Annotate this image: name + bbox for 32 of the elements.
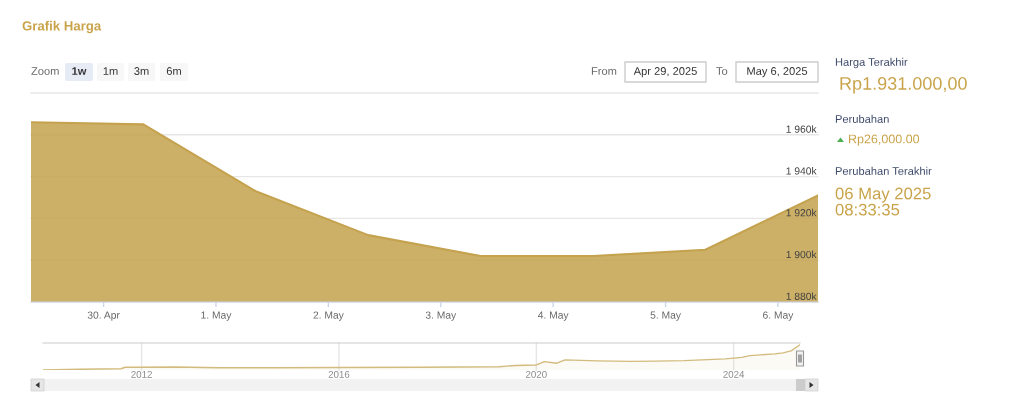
text: Perubahan <box>835 114 889 123</box>
y-tick-label: 1 880k <box>786 292 817 300</box>
chart-title: Grafik Harga <box>22 20 102 34</box>
y-tick-label: 1 900k <box>786 250 817 259</box>
text: Zoom <box>31 67 59 75</box>
text: Harga Terakhir <box>835 57 908 69</box>
x-tick-label: 4. May <box>537 311 569 321</box>
y-tick-label: 1 920k <box>786 208 817 217</box>
text: 1m <box>103 67 118 75</box>
y-tick-label: 1 940k <box>786 167 817 175</box>
x-tick-label: 2020 <box>525 370 547 378</box>
text: May 6, 2025 <box>747 67 808 78</box>
y-tick-label: 1 960k <box>786 125 817 133</box>
text: Rp1.931.000,00 <box>840 77 967 94</box>
x-tick-label: 30. Apr <box>87 311 120 321</box>
text: 06 May 2025 08:33:35 <box>835 187 931 216</box>
text: 6m <box>166 67 181 75</box>
text: From <box>591 67 617 75</box>
text: 3m <box>134 67 149 75</box>
x-tick-label: 3. May <box>425 311 457 321</box>
text: 1w <box>72 67 87 75</box>
text: Rp26,000.00 <box>849 134 920 146</box>
x-tick-label: 2. May <box>313 311 344 321</box>
text: To <box>716 67 728 75</box>
x-tick-label: 2024 <box>723 370 745 378</box>
x-tick-label: 1. May <box>201 311 232 321</box>
x-tick-label: 2012 <box>131 370 152 378</box>
x-tick-label: 2016 <box>328 370 350 378</box>
x-tick-label: 5. May <box>650 311 681 321</box>
text: Apr 29, 2025 <box>633 67 697 78</box>
text: Perubahan Terakhir <box>835 166 932 175</box>
x-tick-label: 6. May <box>763 311 794 321</box>
